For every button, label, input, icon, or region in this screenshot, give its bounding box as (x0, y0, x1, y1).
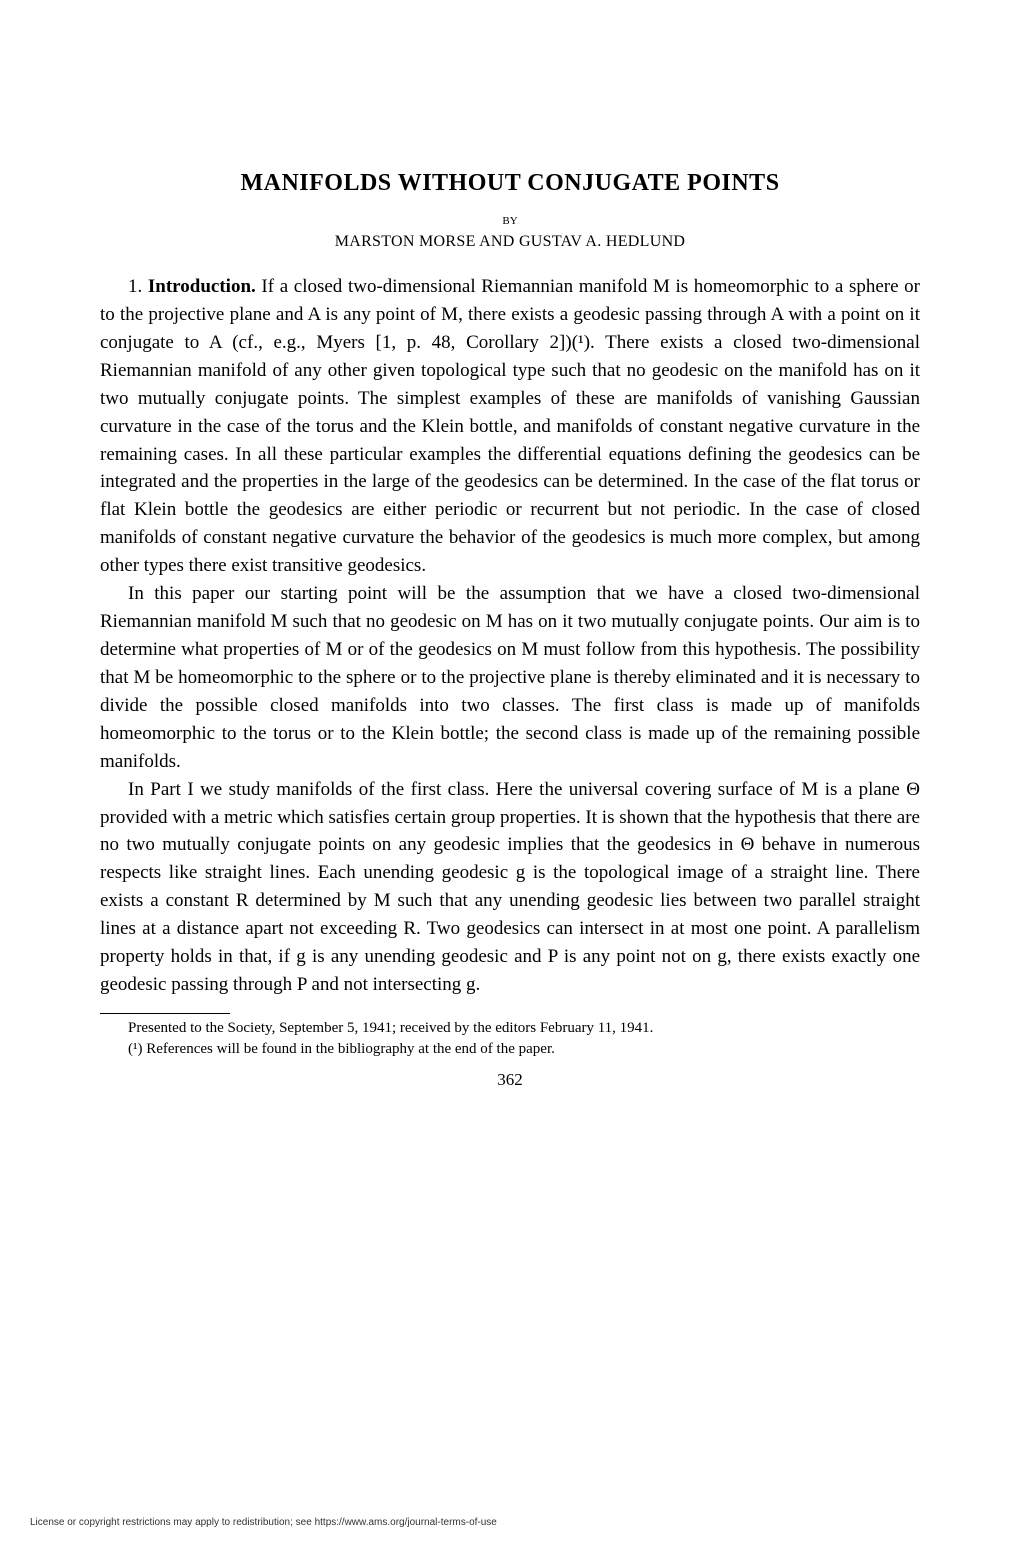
page-number: 362 (100, 1070, 920, 1090)
paper-title: MANIFOLDS WITHOUT CONJUGATE POINTS (100, 170, 920, 197)
paragraph-3: In Part I we study manifolds of the firs… (100, 776, 920, 999)
footnote-1: Presented to the Society, September 5, 1… (100, 1018, 920, 1039)
paragraph-2: In this paper our starting point will be… (100, 580, 920, 775)
license-notice: License or copyright restrictions may ap… (30, 1517, 497, 1528)
section-heading: Introduction. (148, 276, 256, 297)
footnote-2: (¹) References will be found in the bibl… (100, 1039, 920, 1060)
by-label: BY (100, 215, 920, 227)
paragraph-intro: 1. Introduction. If a closed two-dimensi… (100, 273, 920, 580)
authors-line: MARSTON MORSE AND GUSTAV A. HEDLUND (100, 233, 920, 251)
footnote-separator (100, 1013, 230, 1014)
section-number: 1. (128, 276, 142, 297)
paragraph-1-text: If a closed two-dimensional Riemannian m… (100, 276, 920, 576)
